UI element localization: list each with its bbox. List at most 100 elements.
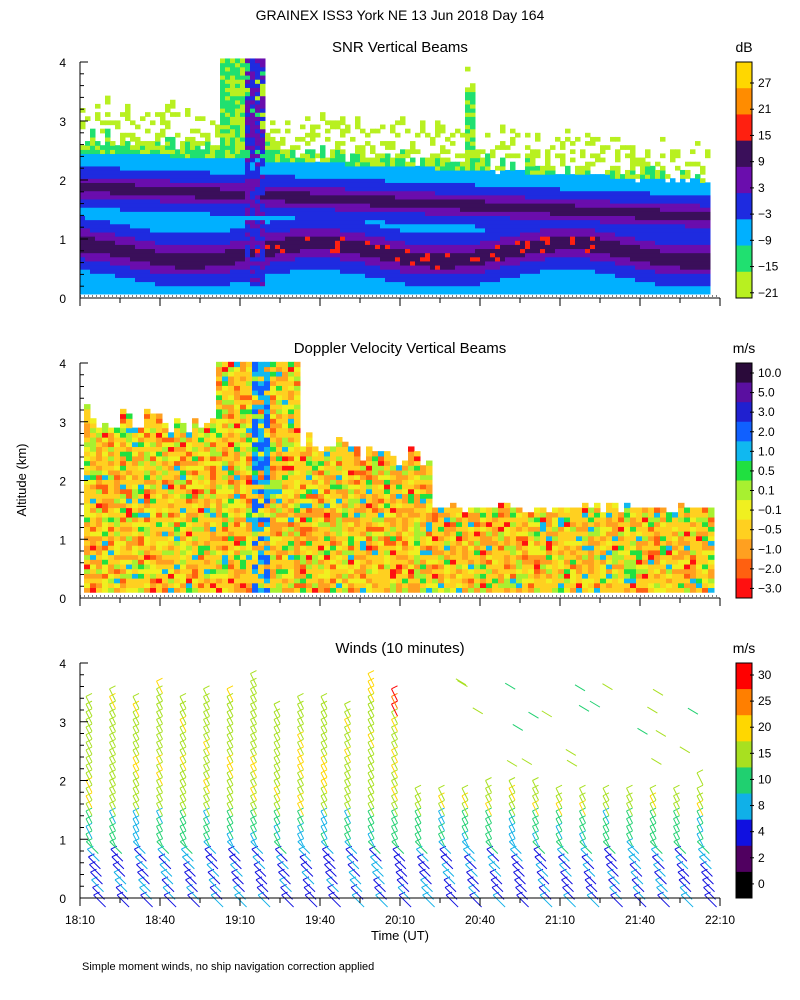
snr-cell [275,186,281,192]
snr-cell [665,240,671,245]
snr-cell [550,256,556,262]
snr-cell [370,215,376,221]
snr-cell [475,169,481,175]
snr-cell [125,231,131,237]
snr-cell [275,128,281,134]
snr-cell [90,190,96,196]
snr-cell [445,273,451,278]
snr-cell [185,244,191,250]
snr-cell [135,227,141,233]
doppler-cell [90,427,97,433]
snr-cell [595,252,601,258]
snr-cell [405,174,411,179]
snr-cell [130,269,136,274]
snr-cell [625,252,631,258]
snr-cell [590,227,596,233]
snr-cell [300,236,306,241]
snr-cell [315,269,321,274]
snr-cell [690,264,696,270]
snr-cell [200,132,206,138]
snr-cell [380,211,386,216]
snr-cell [245,256,251,262]
snr-cell [150,194,156,200]
snr-cell [135,264,141,270]
snr-cell [620,145,626,150]
snr-cell [385,141,391,146]
snr-cell [310,223,316,229]
snr-cell [225,103,231,109]
snr-cell [620,198,626,204]
snr-cell [285,264,291,270]
snr-cell [195,190,201,196]
snr-cell [325,194,331,200]
snr-cell [480,264,486,270]
snr-cell [555,186,561,192]
snr-cell [415,256,421,262]
snr-cell [150,186,156,192]
snr-cell [490,281,496,287]
snr-cell [445,260,451,266]
snr-cell [255,165,261,171]
snr-cell [160,252,166,258]
snr-cell [420,211,426,216]
snr-cell [650,256,656,262]
snr-cell [530,182,536,188]
snr-cell [220,219,226,225]
snr-cell [415,198,421,204]
snr-cell [100,165,106,171]
snr-cell [185,153,191,159]
snr-cell [245,269,251,274]
snr-cell [130,165,136,171]
snr-cell [435,128,441,134]
snr-cell [640,277,646,283]
snr-cell [310,240,316,245]
snr-cell [445,157,451,163]
snr-cell [380,182,386,188]
snr-cell [385,161,391,167]
snr-cell [460,256,466,262]
snr-cell [660,256,666,262]
snr-cell [390,157,396,163]
snr-cell [635,215,641,221]
snr-cell [450,169,456,175]
snr-cell [385,277,391,283]
snr-cell [445,198,451,204]
snr-cell [205,252,211,258]
snr-cell [585,277,591,283]
snr-cell [155,194,161,200]
snr-cell [420,236,426,241]
snr-cell [675,264,681,270]
snr-cell [525,231,531,237]
snr-cell [435,227,441,233]
snr-cell [255,236,261,241]
snr-cell [285,289,291,295]
snr-cell [220,289,226,295]
snr-cell [240,215,246,221]
snr-cell [315,240,321,245]
snr-cell [490,240,496,245]
snr-cell [320,165,326,171]
snr-cell [380,203,386,208]
snr-cell [610,236,616,241]
snr-cell [620,273,626,278]
doppler-cell [102,474,109,480]
snr-cell [255,289,261,295]
snr-cell [540,240,546,245]
snr-cell [560,207,566,212]
snr-cell [385,289,391,295]
snr-cell [500,277,506,283]
snr-cell [145,248,151,254]
doppler-cell [108,432,115,438]
snr-cell [185,289,191,295]
snr-cell [435,157,441,163]
snr-cell [170,231,176,237]
snr-cell [120,169,126,175]
snr-cell [185,219,191,225]
snr-cell [210,289,216,295]
snr-cell [465,128,471,134]
snr-cell [355,215,361,221]
snr-cell [705,281,711,287]
snr-cell [115,203,121,208]
snr-cell [240,153,246,159]
snr-cell [350,227,356,233]
